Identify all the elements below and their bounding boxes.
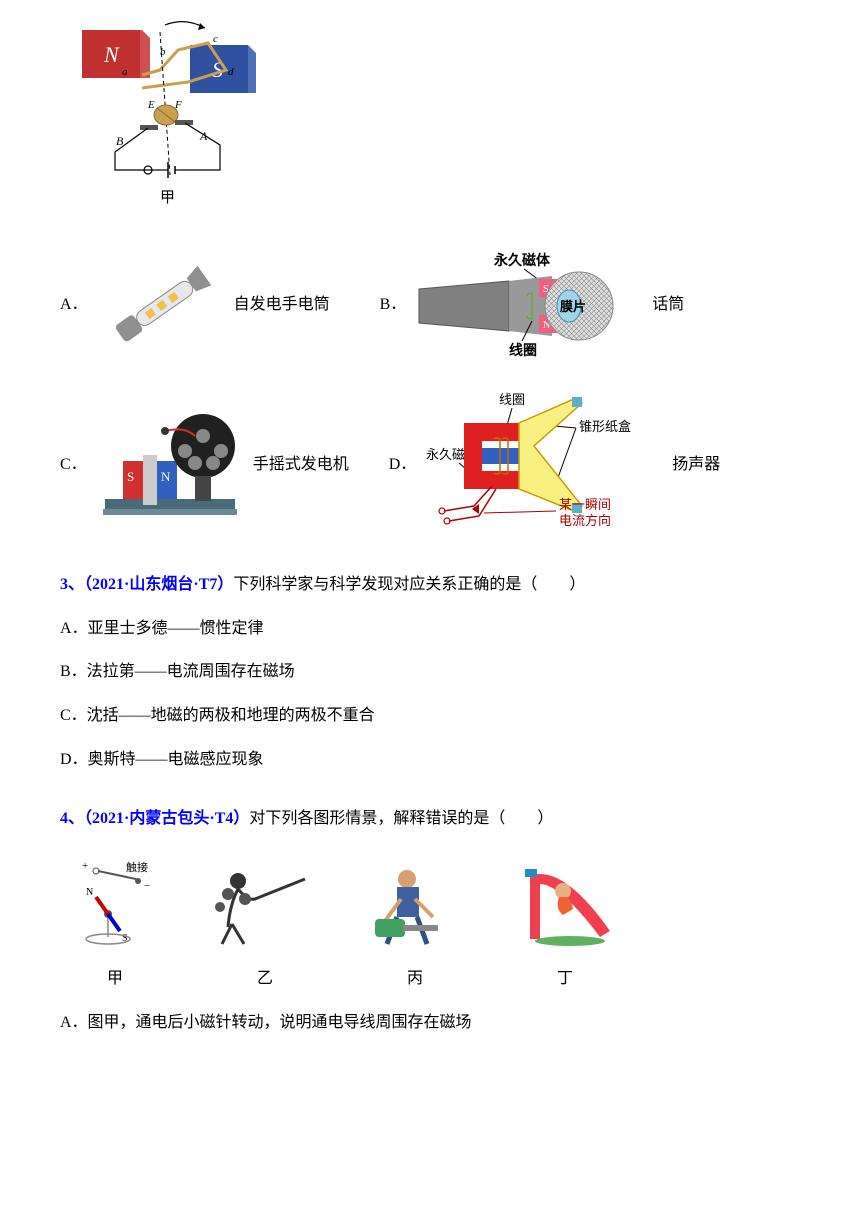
label-coil-d: 线圈 <box>499 392 525 407</box>
option-c-text: 手摇式发电机 <box>253 451 349 480</box>
option-a-letter: A． <box>60 291 88 320</box>
svg-text:a: a <box>122 66 128 78</box>
q4-stem: 4、（2021·内蒙古包头·T4）对下列各图形情景，解释错误的是（ ） <box>60 805 800 834</box>
option-d: D． 线圈 锥形纸盒 永久磁体 某一瞬间 电流方向 扬声器 <box>389 391 721 541</box>
option-b-letter: B． <box>380 291 407 320</box>
option-row-cd: C． S N 手摇式发电机 D． 线圈 锥形纸盒 <box>60 391 800 541</box>
label-magnet: 永久磁体 <box>493 252 551 269</box>
label-current2: 电流方向 <box>559 513 611 528</box>
svg-text:S: S <box>127 469 134 484</box>
option-d-letter: D． <box>389 451 417 480</box>
chainsaw-icon <box>365 859 465 949</box>
svg-text:N: N <box>103 42 120 67</box>
option-row-ab: A． 自发电手电筒 B． 永久磁体 S N <box>60 246 800 366</box>
q3-choice-b: B．法拉第——电流周围存在磁场 <box>60 658 800 687</box>
cap-jia: 甲 <box>60 965 170 994</box>
q3-source: （2021·山东烟台·T7） <box>84 576 233 593</box>
q3-choice-a: A．亚里士多德——惯性定律 <box>60 615 800 644</box>
cap-yi: 乙 <box>210 965 320 994</box>
svg-text:触接: 触接 <box>126 860 148 874</box>
svg-text:E: E <box>147 99 155 111</box>
q4-num: 4、 <box>60 810 84 827</box>
compass-wire-icon: 触接 + − N S <box>68 859 163 949</box>
fig-yi: 乙 <box>210 859 320 995</box>
speaker-icon: 线圈 锥形纸盒 永久磁体 某一瞬间 电流方向 <box>424 391 664 541</box>
q3-choice-c: C．沈括——地磁的两极和地理的两极不重合 <box>60 702 800 731</box>
option-a-text: 自发电手电筒 <box>234 291 330 320</box>
fig-jia: 触接 + − N S 甲 <box>60 859 170 995</box>
flashlight-icon <box>96 246 226 366</box>
generator-icon: S N <box>95 401 245 531</box>
microphone-icon: 永久磁体 S N 膜片 线圈 <box>414 251 644 361</box>
q3-text: 下列科学家与科学发现对应关系正确的是（ ） <box>233 576 585 593</box>
svg-text:c: c <box>213 33 218 45</box>
main-figure: N S a b c d E F B A 甲 <box>60 20 800 221</box>
q3-num: 3、 <box>60 576 84 593</box>
q4-figures: 触接 + − N S 甲 乙 <box>60 859 800 995</box>
q3-stem: 3、（2021·山东烟台·T7）下列科学家与科学发现对应关系正确的是（ ） <box>60 571 800 600</box>
fencing-icon <box>210 859 320 949</box>
option-b: B． 永久磁体 S N 膜片 线圈 话筒 <box>380 251 685 361</box>
svg-text:N: N <box>86 887 93 898</box>
label-diaphragm: 膜片 <box>560 299 586 314</box>
option-c-letter: C． <box>60 451 87 480</box>
option-b-text: 话筒 <box>652 291 684 320</box>
label-coil: 线圈 <box>509 342 537 359</box>
svg-text:N: N <box>161 469 171 484</box>
q4-text: 对下列各图形情景，解释错误的是（ ） <box>249 810 553 827</box>
slide-icon <box>515 859 615 949</box>
fig-bing: 丙 <box>360 859 470 995</box>
q4-choice-a: A．图甲，通电后小磁针转动，说明通电导线周围存在磁场 <box>60 1009 800 1038</box>
cap-ding: 丁 <box>510 965 620 994</box>
label-cone: 锥形纸盒 <box>579 419 631 434</box>
svg-text:−: − <box>144 880 150 892</box>
svg-text:d: d <box>228 66 234 78</box>
cap-bing: 丙 <box>360 965 470 994</box>
q4-source: （2021·内蒙古包头·T4） <box>84 810 249 827</box>
option-c: C． S N 手摇式发电机 <box>60 401 349 531</box>
svg-text:+: + <box>82 860 88 872</box>
motor-diagram-icon: N S a b c d E F B A 甲 <box>60 20 270 210</box>
label-current1: 某一瞬间 <box>559 497 611 512</box>
option-d-text: 扬声器 <box>672 451 720 480</box>
fig-ding: 丁 <box>510 859 620 995</box>
option-a: A． 自发电手电筒 <box>60 246 330 366</box>
svg-text:甲: 甲 <box>160 190 175 206</box>
q3-choice-d: D．奥斯特——电磁感应现象 <box>60 746 800 775</box>
